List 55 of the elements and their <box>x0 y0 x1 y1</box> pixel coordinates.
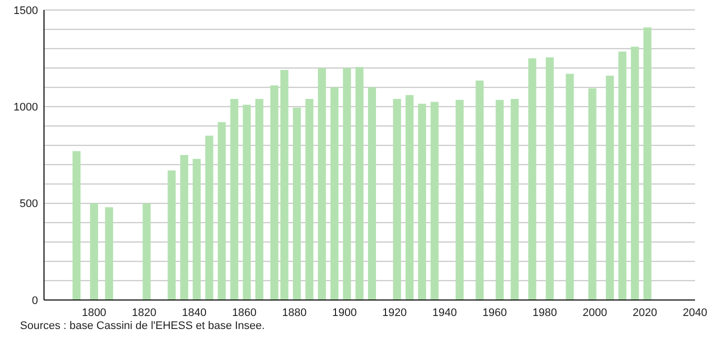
bar <box>230 98 238 300</box>
bar <box>255 98 264 300</box>
x-tick-label: 1800 <box>82 306 106 319</box>
x-tick-label: 1860 <box>232 306 257 319</box>
bar <box>618 52 626 300</box>
bar <box>318 68 326 300</box>
x-tick-label: 1840 <box>182 306 206 319</box>
source-note: Sources : base Cassini de l'EHESS et base Insee. <box>20 320 265 332</box>
bar <box>430 102 439 300</box>
bar <box>192 158 201 300</box>
bar <box>566 74 574 300</box>
bar <box>105 207 114 300</box>
bar <box>496 100 504 300</box>
bar <box>368 87 376 300</box>
bar <box>242 104 251 300</box>
bar <box>546 57 554 300</box>
bar <box>168 170 176 300</box>
bar <box>292 108 301 300</box>
x-tick-label: 2000 <box>582 306 608 319</box>
bar <box>355 67 364 300</box>
bar <box>180 155 188 300</box>
bar <box>270 85 278 300</box>
bar <box>218 122 226 300</box>
bar <box>393 98 402 300</box>
y-tick-label: 500 <box>20 198 38 210</box>
bar <box>280 70 288 300</box>
x-tick-label: 1940 <box>432 306 457 319</box>
x-tick-label: 2040 <box>682 306 708 319</box>
bar <box>606 76 614 300</box>
bar <box>510 98 519 300</box>
bar <box>528 58 536 300</box>
bar <box>342 68 351 300</box>
y-tick-label: 1500 <box>14 4 38 17</box>
x-tick-label: 1920 <box>382 306 407 319</box>
x-tick-label: 1900 <box>332 306 357 319</box>
bar <box>72 151 81 300</box>
bar <box>476 80 484 300</box>
bar <box>142 203 151 300</box>
x-tick-label: 1980 <box>532 306 558 319</box>
bar <box>90 203 98 300</box>
x-tick-label: 1880 <box>282 306 307 319</box>
x-tick-label: 2020 <box>632 306 658 319</box>
bar <box>630 46 639 300</box>
bar <box>205 136 214 300</box>
bar <box>305 98 314 300</box>
x-tick-label: 1820 <box>132 306 156 319</box>
bar <box>330 87 338 300</box>
x-tick-label: 1960 <box>482 306 507 319</box>
bar <box>406 95 414 300</box>
bar <box>418 104 426 300</box>
y-tick-label: 0 <box>32 294 38 307</box>
y-tick-label: 1000 <box>14 102 38 114</box>
bar <box>456 100 464 300</box>
bar <box>588 88 596 300</box>
bar <box>643 27 652 300</box>
